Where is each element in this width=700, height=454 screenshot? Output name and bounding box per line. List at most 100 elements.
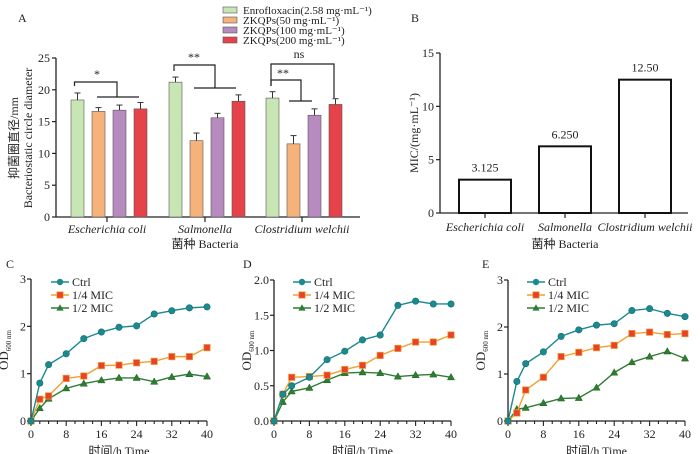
y-tick-label: 1.0 [254, 344, 269, 358]
data-point [150, 357, 158, 365]
legend-label: Ctrl [72, 275, 91, 289]
bar [210, 117, 225, 218]
legend-label: ZKQPs(100 mg·mL⁻¹) [243, 25, 345, 37]
y-tick-label: 1 [20, 367, 26, 381]
y-tick-label: 20 [38, 83, 50, 97]
data-point [557, 394, 566, 402]
data-point [376, 351, 384, 359]
data-point [522, 360, 530, 368]
data-point [412, 297, 420, 305]
data-point [522, 386, 530, 394]
sig-bracket [270, 63, 335, 98]
data-point [323, 356, 331, 364]
legend-label: Ctrl [548, 275, 567, 289]
y-tick-label: 2 [497, 320, 503, 334]
panel-label-e: E [482, 257, 489, 271]
y-tick-label: 3 [20, 272, 26, 286]
data-point [323, 375, 332, 383]
data-point [270, 417, 278, 425]
panel-c: C 0 1 2 3 0 8 16 24 32 40 时间/h Time OD600 nm Ctrl1/4 … [0, 257, 213, 454]
x-tick-label: Escherichia coli [445, 220, 524, 234]
sig-bracket [73, 81, 118, 97]
bar [286, 143, 301, 218]
data-point [45, 392, 53, 400]
y-tick-label: 3 [497, 273, 503, 287]
data-point [557, 353, 565, 361]
data-label: 12.50 [632, 61, 659, 75]
legend-label: Enrofloxacin(2.58 mg·mL⁻¹) [243, 5, 372, 17]
x-tick-label: 40 [201, 427, 213, 441]
series-line [273, 334, 452, 422]
data-point [97, 328, 105, 336]
data-point [627, 357, 636, 366]
x-tick-label: 0 [271, 427, 277, 441]
x-tick-label: 24 [131, 427, 143, 441]
data-point [150, 310, 158, 318]
y-tick-label: 2 [20, 319, 26, 333]
x-tick-label: 0 [28, 427, 34, 441]
data-point [592, 344, 601, 352]
sig-label: ** [188, 50, 200, 64]
sig-label: ns [294, 47, 305, 61]
legend-marker [56, 304, 64, 311]
data-point [394, 301, 402, 309]
series-line [30, 373, 208, 422]
data-label: 3.125 [472, 161, 499, 175]
bar [168, 81, 183, 218]
data-point [203, 344, 211, 352]
y-axis-label: OD600 nm [239, 330, 256, 371]
data-point [45, 361, 53, 369]
y-axis-label: OD600 nm [473, 330, 490, 371]
legend-marker [298, 304, 306, 311]
data-point [305, 383, 314, 391]
panel-label-c: C [6, 257, 14, 271]
x-tick-label: 40 [679, 427, 691, 441]
data-point [150, 377, 159, 385]
data-point [341, 347, 349, 355]
data-point [133, 322, 141, 330]
bar [231, 100, 246, 218]
data-point [446, 372, 456, 381]
data-point [447, 331, 455, 339]
x-tick-label: 16 [95, 427, 107, 441]
sig-label: ** [277, 66, 289, 80]
x-axis-label: 时间/h Time [566, 444, 627, 454]
data-point [133, 359, 141, 367]
data-point [323, 371, 331, 379]
data-point [358, 361, 367, 369]
panel-d: D 0.0 0.5 1.0 1.5 2.0 0 8 16 24 32 40 时间/h Time OD600… [239, 257, 457, 454]
panel-label-b: B [411, 11, 419, 25]
panel-label-d: D [243, 257, 252, 271]
data-point [185, 369, 194, 377]
data-point [680, 354, 690, 362]
bar [91, 111, 106, 218]
data-point [504, 417, 512, 425]
legend-label: Ctrl [314, 275, 333, 289]
data-point [513, 409, 521, 417]
x-tick-label: 16 [339, 427, 351, 441]
y-tick-label: 0.5 [254, 379, 269, 393]
data-point [592, 383, 601, 391]
legend-label: ZKQPs(50 mg·mL⁻¹) [243, 15, 340, 27]
data-point [575, 326, 583, 334]
x-axis-label: 菌种 Bacteria [172, 237, 240, 251]
x-tick-label: 24 [608, 427, 620, 441]
y-tick-label: 0 [44, 210, 50, 224]
data-point [663, 330, 671, 339]
bar [538, 145, 592, 214]
data-point [288, 382, 296, 390]
data-point [663, 309, 671, 317]
panel-e: E 0 1 2 3 0 8 16 24 32 40 时间/h Time OD600 nm Ctrl1/4 … [473, 257, 691, 454]
sig-bracket [270, 79, 302, 101]
x-tick-label: Salmonella [538, 220, 592, 234]
data-point [610, 320, 618, 328]
data-point [411, 370, 420, 379]
data-point [202, 372, 212, 380]
y-tick-label: 1.5 [254, 308, 269, 322]
x-tick-label: 8 [63, 427, 69, 441]
legend-swatch [222, 26, 238, 34]
legend-label: 1/4 MIC [548, 288, 589, 302]
data-point [592, 321, 600, 329]
data-point [97, 375, 106, 384]
y-tick-label: 2.0 [254, 273, 269, 287]
